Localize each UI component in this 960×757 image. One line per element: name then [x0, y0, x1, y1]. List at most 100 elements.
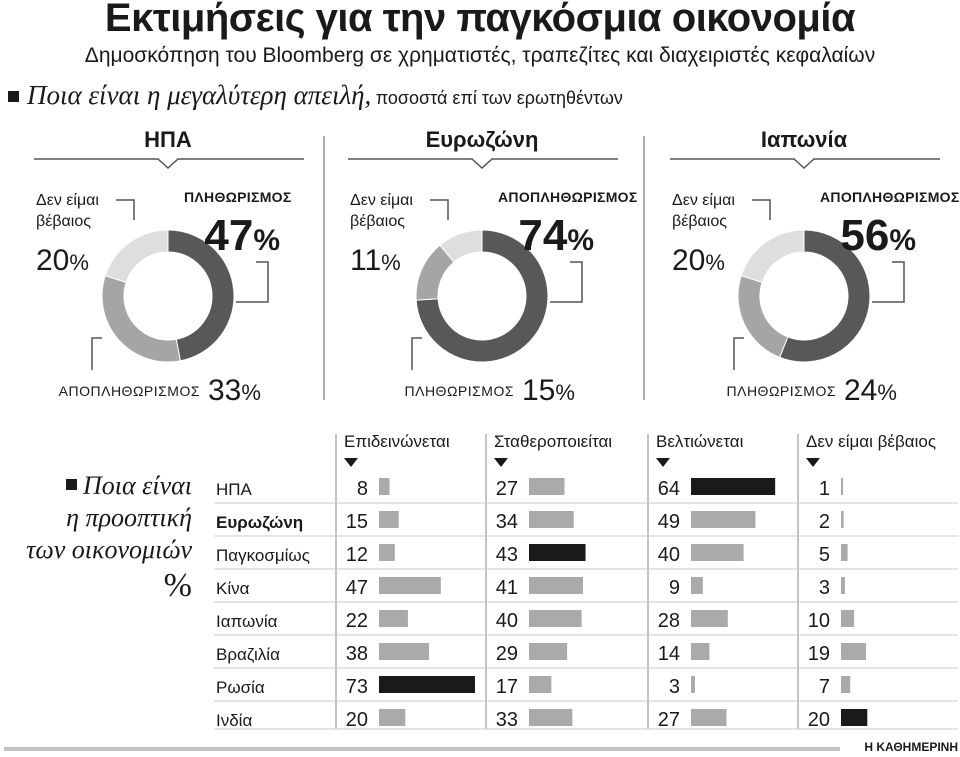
- cell-bar: [529, 676, 552, 693]
- slice-leader-unsure: [430, 199, 449, 220]
- cell-value: 73: [346, 676, 368, 698]
- cell-bar: [379, 478, 390, 495]
- row-label: Ιαπωνία: [216, 612, 278, 631]
- slice-leader-main: [236, 261, 269, 303]
- outlook-question-unit: %: [163, 567, 192, 604]
- cell-bar: [529, 511, 574, 528]
- column-arrow-icon: [806, 458, 820, 467]
- donut-slice-dark: [779, 229, 871, 363]
- slice-label-unsure-line-1: Δεν είμαι: [350, 192, 413, 209]
- cell-bar: [691, 709, 727, 726]
- outlook-question: Ποια είναι η προοπτική των οικονομιών %: [10, 470, 192, 606]
- slice-value-unsure: 20%: [36, 244, 89, 277]
- donut-title: ΗΠΑ: [144, 127, 192, 152]
- cell-bar: [379, 643, 429, 660]
- cell-value: 38: [346, 643, 368, 665]
- slice-value-secondary-percent-sign: %: [241, 380, 261, 405]
- cell-bar: [691, 478, 776, 495]
- cell-value: 20: [346, 709, 368, 731]
- cell-bar: [841, 577, 845, 594]
- cell-bar: [841, 544, 848, 561]
- cell-bar: [691, 577, 703, 594]
- cell-bar: [691, 511, 756, 528]
- column-header: Σταθεροποιείται: [494, 432, 612, 451]
- cell-value: 47: [346, 577, 368, 599]
- slice-value-main-percent-sign: %: [253, 224, 280, 257]
- row-label: ΗΠΑ: [216, 480, 253, 499]
- cell-value: 40: [658, 544, 680, 566]
- cell-value: 2: [819, 511, 830, 533]
- cell-value: 12: [346, 544, 368, 566]
- cell-bar: [379, 511, 399, 528]
- page-subtitle: Δημοσκόπηση του Bloomberg σε χρηματιστές…: [84, 44, 876, 67]
- cell-value: 29: [496, 643, 518, 665]
- slice-value-unsure-percent-sign: %: [705, 250, 725, 275]
- cell-value: 14: [658, 643, 680, 665]
- donut-title-rule: [348, 158, 618, 170]
- cell-value: 3: [819, 577, 830, 599]
- cell-bar: [691, 610, 728, 627]
- cell-bar: [841, 709, 868, 726]
- column-header: Βελτιώνεται: [656, 432, 744, 451]
- slice-value-main-number: 74: [518, 211, 567, 260]
- column-arrow-icon: [344, 458, 358, 467]
- cell-value: 40: [496, 610, 518, 632]
- footer-rule: [4, 747, 840, 751]
- threat-question-text: Ποια είναι η μεγαλύτερη απειλή,: [27, 80, 372, 110]
- row-label: Κίνα: [216, 579, 250, 598]
- slice-value-unsure-number: 20: [36, 244, 69, 277]
- donut-title-rule: [34, 158, 304, 170]
- slice-label-main: ΑΠΟΠΛΗΘΩΡΙΣΜΟΣ: [820, 189, 960, 205]
- cell-value: 22: [346, 610, 368, 632]
- cell-bar: [379, 709, 406, 726]
- cell-value: 17: [496, 676, 518, 698]
- slice-label-main: ΑΠΟΠΛΗΘΩΡΙΣΜΟΣ: [498, 189, 638, 205]
- row-label: Ινδία: [216, 711, 252, 730]
- slice-value-main-number: 47: [204, 211, 253, 260]
- threat-question-note: ποσοστά επί των ερωτηθέντων: [375, 88, 623, 108]
- slice-leader-secondary: [91, 337, 102, 370]
- slice-value-secondary: 15%: [522, 374, 575, 407]
- cell-bar: [691, 676, 695, 693]
- donut-slice-light: [104, 229, 169, 284]
- bullet-square-icon: [8, 91, 19, 102]
- cell-bar: [529, 709, 573, 726]
- cell-value: 20: [808, 709, 830, 731]
- slice-label-unsure-line-1: Δεν είμαι: [36, 192, 99, 209]
- cell-bar: [529, 643, 568, 660]
- cell-value: 10: [808, 610, 830, 632]
- cell-bar: [379, 544, 395, 561]
- cell-value: 9: [669, 577, 680, 599]
- cell-bar: [379, 577, 441, 594]
- slice-value-main-percent-sign: %: [567, 224, 594, 257]
- donut-slice-mid: [101, 274, 181, 363]
- slice-label-secondary: ΠΛΗΘΩΡΙΣΜΟΣ: [726, 383, 836, 399]
- slice-value-secondary-number: 33: [208, 374, 241, 407]
- slice-value-secondary-number: 24: [844, 374, 877, 407]
- donut-panel-1: Ευρωζώνη ΑΠΟΠΛΗΘΩΡΙΣΜΟΣ 74% Δεν είμαι βέβαιο…: [348, 127, 638, 407]
- slice-leader-unsure: [752, 199, 771, 220]
- cell-bar: [529, 478, 565, 495]
- slice-value-unsure-number: 20: [672, 244, 705, 277]
- cell-bar: [841, 643, 866, 660]
- slice-value-secondary-percent-sign: %: [877, 380, 897, 405]
- slice-value-secondary: 24%: [844, 374, 897, 407]
- cell-value: 33: [496, 709, 518, 731]
- cell-value: 5: [819, 544, 830, 566]
- slice-value-secondary: 33%: [208, 374, 261, 407]
- slice-label-unsure-line-2: βέβαιος: [672, 213, 727, 230]
- donut-panel-2: Ιαπωνία ΑΠΟΠΛΗΘΩΡΙΣΜΟΣ 56% Δεν είμαι βέβαιος…: [670, 127, 960, 407]
- slice-value-unsure-percent-sign: %: [69, 250, 89, 275]
- slice-value-secondary-percent-sign: %: [555, 380, 575, 405]
- cell-bar: [841, 511, 844, 528]
- slice-value-unsure: 11%: [350, 244, 401, 277]
- column-header: Δεν είμαι βέβαιος: [806, 432, 936, 451]
- cell-value: 34: [496, 511, 518, 533]
- slice-label-secondary: ΑΠΟΠΛΗΘΩΡΙΣΜΟΣ: [59, 383, 200, 399]
- outlook-question-line-3: των οικονομιών: [26, 535, 192, 564]
- cell-bar: [841, 478, 843, 495]
- row-label: Ρωσία: [216, 678, 265, 697]
- slice-label-unsure-line-1: Δεν είμαι: [672, 192, 735, 209]
- slice-leader-secondary: [733, 337, 744, 370]
